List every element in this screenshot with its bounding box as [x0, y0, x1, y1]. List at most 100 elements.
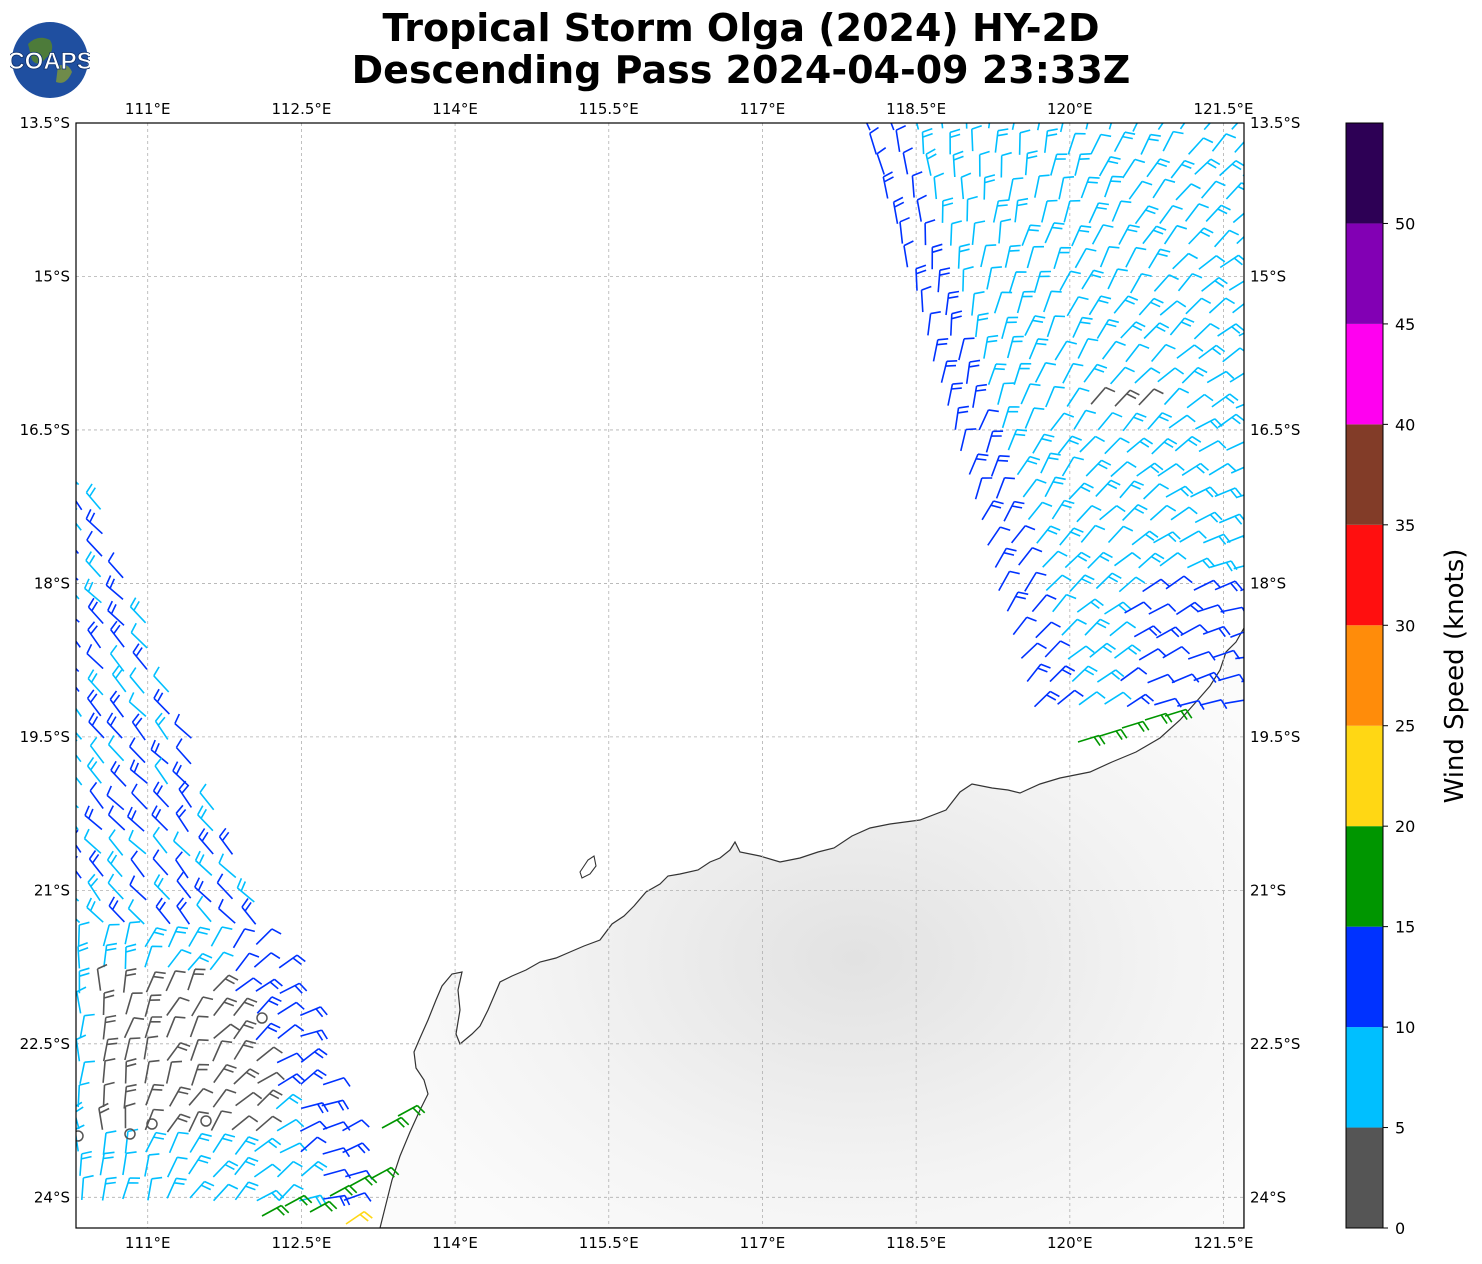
wind-barb-254 [1131, 530, 1159, 546]
wind-barb-35 [952, 150, 964, 178]
wind-barb-502 [165, 1060, 183, 1084]
wind-barb-467 [125, 992, 143, 1015]
wind-barb-88 [1142, 225, 1167, 245]
wind-barb-154 [1054, 340, 1077, 361]
wind-barb-261 [1042, 550, 1068, 568]
wind-barb-468 [144, 994, 162, 1017]
wind-barb-301 [1020, 642, 1047, 659]
calm-circle-2 [146, 1118, 158, 1130]
wind-barb-32 [876, 147, 887, 175]
wind-barb-389 [89, 781, 104, 809]
wind-barb-7 [1036, 123, 1041, 131]
wind-barb-368 [128, 692, 147, 717]
wind-barb-241 [1076, 504, 1102, 523]
wind-barb-341 [86, 530, 103, 557]
wind-barb-87 [1118, 224, 1140, 245]
wind-barb-454 [278, 954, 306, 969]
wind-barb-439 [144, 927, 167, 948]
wind-barb-484 [255, 1022, 281, 1041]
wind-barb-510 [77, 1081, 90, 1108]
wind-barb-231 [1119, 480, 1145, 499]
wind-barb-497 [300, 1048, 328, 1063]
lon-tick-bottom-4: 117°E [740, 1234, 786, 1252]
wind-barb-441 [188, 926, 211, 947]
wind-barb-18 [921, 127, 933, 155]
wind-barb-172 [1181, 366, 1208, 384]
wind-barb-191 [1024, 407, 1045, 429]
wind-barb-526 [166, 1113, 191, 1133]
wind-barb-240 [1051, 499, 1075, 520]
wind-barb-177 [997, 382, 1015, 405]
wind-barb-281 [1006, 591, 1029, 612]
wind-barb-90 [1188, 227, 1214, 245]
wind-barb-299 [1202, 625, 1231, 638]
wind-barb-323 [1078, 691, 1106, 706]
wind-barb-528 [210, 1110, 232, 1131]
wind-barb-461 [212, 974, 239, 992]
wind-barb-519 [275, 1093, 303, 1110]
wind-barb-391 [131, 783, 148, 810]
wind-barb-394 [199, 783, 215, 811]
wind-barb-486 [300, 1029, 328, 1041]
colorbar-tick-label-4: 20 [1395, 817, 1415, 836]
wind-barb-426 [236, 877, 255, 903]
wind-barb-131 [1159, 300, 1187, 316]
wind-barb-578 [349, 1174, 378, 1187]
wind-barb-69 [1041, 199, 1058, 223]
wind-barb-216 [1040, 452, 1061, 474]
wind-barb-290 [1220, 606, 1244, 613]
wind-barb-127 [1066, 296, 1089, 317]
wind-barb-346 [83, 578, 102, 604]
wind-barb-215 [1016, 455, 1041, 476]
wind-barb-71 [1088, 202, 1110, 224]
wind-barb-99 [1053, 246, 1072, 270]
wind-barb-91 [1214, 229, 1240, 248]
plot-frame [75, 122, 1245, 1229]
wind-barb-431 [155, 897, 171, 925]
lat-tick-left-3: 18°S [34, 574, 70, 592]
lat-tick-left-7: 24°S [34, 1188, 70, 1206]
lat-tick-left-0: 13.5°S [20, 114, 70, 132]
wind-barb-302 [1044, 640, 1071, 658]
wind-barb-31 [1234, 140, 1244, 153]
wind-barb-65 [941, 197, 954, 223]
wind-barb-350 [107, 600, 125, 626]
wind-barb-453 [253, 952, 281, 968]
wind-barb-160 [1198, 344, 1226, 360]
wind-barb-520 [300, 1102, 329, 1114]
wind-barb-176 [972, 383, 988, 408]
lon-tick-bottom-7: 121.5°E [1194, 1234, 1254, 1252]
wind-barb-564 [147, 1176, 163, 1201]
wind-barb-19 [949, 128, 961, 155]
wind-barb-412 [106, 850, 123, 878]
wind-barb-417 [218, 853, 237, 879]
wind-barb-212 [1226, 441, 1244, 451]
wind-barb-399 [151, 805, 169, 831]
map-plot-area [76, 123, 1244, 1228]
wind-barb-546 [322, 1147, 351, 1158]
wind-barb-401 [197, 805, 214, 832]
wind-barb-189 [978, 409, 999, 431]
wind-barb-155 [1077, 338, 1099, 359]
wind-barb-226 [995, 477, 1015, 499]
wind-barb-57 [1104, 175, 1123, 198]
wind-barb-310 [1235, 656, 1244, 660]
wind-barb-43 [1146, 158, 1170, 178]
wind-barb-239 [1027, 501, 1053, 521]
wind-barb-73 [1134, 205, 1159, 225]
wind-barb-168 [1083, 363, 1108, 383]
wind-barb-334 [1164, 708, 1193, 721]
wind-barb-54 [1034, 174, 1050, 198]
wind-barb-490 [143, 1035, 159, 1060]
wind-barb-574 [261, 1204, 290, 1217]
wind-barb-423 [176, 871, 192, 899]
wind-barb-50 [933, 172, 945, 200]
wind-barb-472 [233, 997, 258, 1017]
wind-barb-93 [903, 240, 914, 268]
wind-barb-523 [98, 1102, 110, 1130]
wind-barb-113 [1059, 270, 1081, 291]
wind-barb-195 [1122, 412, 1147, 432]
wind-barb-157 [1125, 343, 1150, 363]
wind-barb-352 [76, 640, 81, 648]
wind-barb-163 [965, 359, 981, 384]
